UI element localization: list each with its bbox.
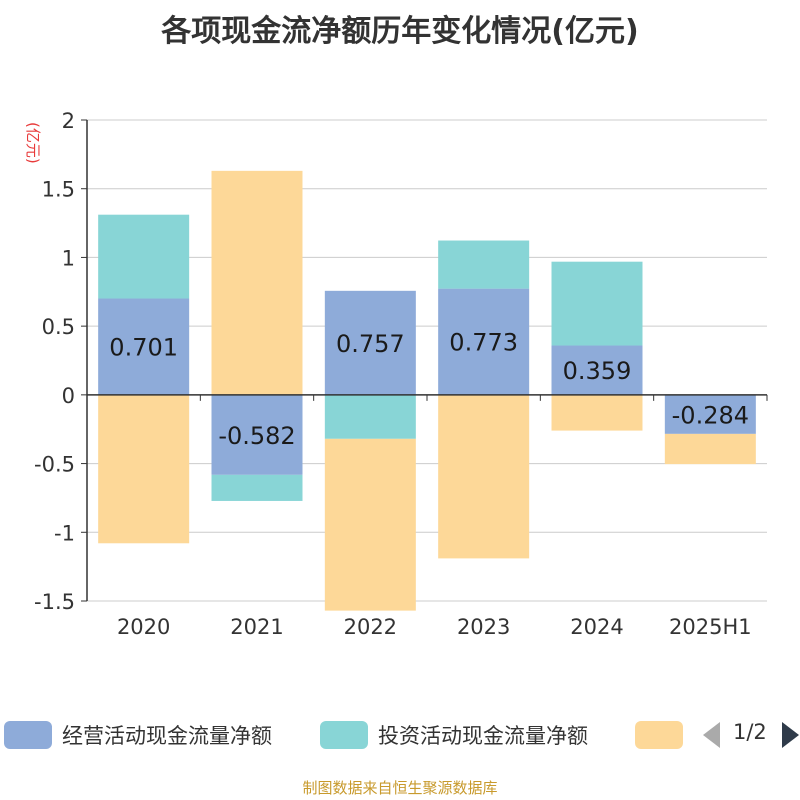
pager-next-icon[interactable] — [782, 722, 799, 748]
y-tick-label: 1.5 — [42, 178, 75, 202]
legend-swatch-financing — [635, 721, 683, 749]
label-layer: 0.701 -0.582 0.757 0.773 0.359 -0.284 — [109, 329, 749, 450]
bar-investing-2023 — [438, 240, 530, 289]
legend-swatch-investing — [320, 721, 368, 749]
bar-financing-2022 — [324, 438, 416, 611]
data-label: -0.284 — [672, 401, 749, 429]
stacked-bar-chart: -1.5 -1 -0.5 0 0.5 1 1.5 2 2020 2021 2022 2023 2024 2… — [24, 109, 768, 639]
bar-layer — [98, 170, 756, 611]
y-axis-unit-label: (亿元) — [24, 122, 42, 164]
bar-operating-2021 — [211, 394, 303, 475]
bar-operating-2025H1 — [664, 394, 756, 434]
y-tick-label: 1 — [62, 246, 75, 270]
pager-prev-icon[interactable] — [703, 722, 720, 748]
y-tick-label: 0 — [62, 384, 75, 408]
y-tick-label: -1.5 — [34, 590, 75, 614]
bar-investing-2020 — [98, 214, 190, 299]
legend-swatch-operating — [4, 721, 52, 749]
legend-label-operating: 经营活动现金流量净额 — [62, 724, 272, 748]
y-tick-label: -1 — [54, 521, 75, 545]
y-tick-label: 0.5 — [42, 315, 75, 339]
bar-financing-2021 — [211, 170, 303, 395]
bar-operating-2023 — [438, 288, 530, 395]
data-label: 0.359 — [563, 357, 632, 385]
x-tick-label: 2021 — [230, 615, 283, 639]
chart-title: 各项现金流净额历年变化情况(亿元) — [161, 14, 639, 49]
bar-investing-2021 — [211, 474, 303, 501]
bar-operating-2022 — [324, 290, 416, 395]
data-label: -0.582 — [218, 422, 295, 450]
legend-item-financing[interactable] — [635, 716, 683, 754]
legend-label-investing: 投资活动现金流量净额 — [378, 724, 588, 748]
y-tick-label: 2 — [62, 109, 75, 133]
x-tick-label: 2024 — [570, 615, 623, 639]
x-tick-label: 2020 — [117, 615, 170, 639]
data-label: 0.701 — [109, 334, 178, 362]
axis-layer: -1.5 -1 -0.5 0 0.5 1 1.5 2 2020 2021 2022 2023 2024 2… — [34, 109, 768, 639]
x-tick-label: 2022 — [344, 615, 397, 639]
bar-financing-2020 — [98, 394, 190, 544]
bar-operating-2024 — [551, 345, 643, 395]
bar-financing-2025H1 — [664, 433, 756, 465]
x-tick-label: 2023 — [457, 615, 510, 639]
source-note: 制图数据来自恒生聚源数据库 — [302, 779, 498, 797]
y-tick-label: -0.5 — [34, 453, 75, 477]
data-label: 0.773 — [449, 329, 518, 357]
bar-financing-2023 — [438, 394, 530, 559]
legend-item-operating[interactable]: 经营活动现金流量净额 — [4, 716, 272, 754]
bar-operating-2020 — [98, 298, 190, 395]
legend-item-investing[interactable]: 投资活动现金流量净额 — [320, 716, 588, 754]
bar-financing-2024 — [551, 394, 643, 431]
bar-investing-2022 — [324, 394, 416, 439]
pager-text: 1/2 — [733, 720, 767, 744]
x-tick-label: 2025H1 — [669, 615, 752, 639]
data-label: 0.757 — [336, 330, 405, 358]
bar-investing-2024 — [551, 261, 643, 346]
grid-layer — [87, 119, 767, 602]
